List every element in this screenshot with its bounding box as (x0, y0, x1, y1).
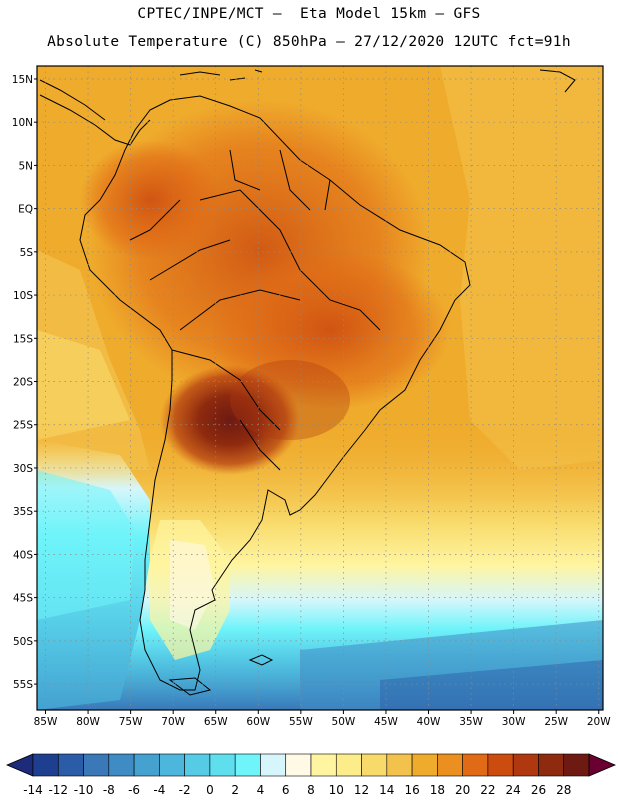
colorbar-label: 20 (455, 783, 470, 797)
lat-label: 10S (13, 290, 33, 302)
colorbar-low-arrow (5, 753, 34, 777)
colorbar-label: 18 (430, 783, 445, 797)
lon-label: 85W (34, 716, 58, 728)
colorbar-swatch (83, 753, 110, 777)
lat-label: 50S (13, 636, 33, 648)
lat-label: 5N (18, 160, 33, 172)
latitude-labels: 15N 10N 5N EQ 5S 10S 15S 20S 25S 30S 35S 40S 45S 50S 5… (12, 74, 37, 691)
lat-label: 15S (13, 333, 33, 345)
lat-label: EQ (18, 204, 33, 216)
lon-label: 40W (417, 716, 441, 728)
south-america-coast (79, 95, 471, 691)
lat-label: 45S (13, 593, 33, 605)
colorbar-swatch (133, 753, 160, 777)
lat-label: 15N (12, 74, 33, 86)
colorbar-label: -8 (103, 783, 115, 797)
colorbar-label: 22 (480, 783, 495, 797)
lon-label: 25W (544, 716, 568, 728)
lat-label: 40S (13, 549, 33, 561)
lat-label: 10N (12, 117, 33, 129)
colorbar-label: -6 (128, 783, 140, 797)
colorbar: -14 -12 -10 -8 -6 -4 -2 0 2 4 6 8 10 12 14 16 18 20 22 24 26… (5, 753, 617, 797)
colorbar-label: 26 (531, 783, 546, 797)
colorbar-label: -12 (48, 783, 68, 797)
lat-label: 25S (13, 420, 33, 432)
colorbar-label: 8 (307, 783, 315, 797)
colorbar-label: 4 (257, 783, 265, 797)
lon-label: 30W (502, 716, 526, 728)
colorbar-swatch (260, 753, 287, 777)
central-america-2 (39, 79, 106, 121)
colorbar-label: 16 (404, 783, 419, 797)
colorbar-label: 2 (231, 783, 239, 797)
colorbar-label: -4 (153, 783, 165, 797)
falklands (248, 654, 274, 666)
lon-label: 75W (119, 716, 143, 728)
lon-label: 70W (161, 716, 185, 728)
colorbar-swatch (310, 753, 337, 777)
lon-label: 45W (374, 716, 398, 728)
colorbar-swatch (512, 753, 539, 777)
colorbar-swatch (234, 753, 261, 777)
colorbar-label: 10 (329, 783, 344, 797)
colorbar-swatch (159, 753, 185, 777)
longitude-labels: 85W 80W 75W 70W 65W 60W 55W 50W 45W 40W 35W 30W 25W 2… (34, 710, 611, 728)
colorbar-swatch (108, 753, 135, 777)
lon-label: 65W (204, 716, 228, 728)
country-borders (129, 149, 381, 471)
lon-label: 55W (289, 716, 313, 728)
colorbar-swatch (209, 753, 236, 777)
lon-label: 50W (332, 716, 356, 728)
colorbar-swatch (386, 753, 413, 777)
colorbar-swatch (184, 753, 211, 777)
lon-label: 35W (459, 716, 483, 728)
colorbar-label: 12 (354, 783, 369, 797)
colorbar-high-arrow (588, 753, 617, 777)
colorbar-label: 14 (379, 783, 394, 797)
colorbar-swatch (32, 753, 59, 777)
colorbar-label: 6 (282, 783, 290, 797)
lat-label: 5S (20, 247, 34, 259)
lat-label: 55S (13, 679, 33, 691)
colorbar-swatch (437, 753, 463, 777)
caribbean-islands (179, 69, 576, 93)
colorbar-swatch (411, 753, 438, 777)
lat-label: 35S (13, 506, 33, 518)
colorbar-swatch (487, 753, 514, 777)
colorbar-label: -2 (179, 783, 191, 797)
lat-label: 30S (13, 463, 33, 475)
colorbar-label: 24 (506, 783, 521, 797)
coastlines (39, 69, 576, 696)
tierra-del-fuego (168, 677, 212, 696)
colorbar-swatch (361, 753, 388, 777)
central-america (39, 94, 151, 146)
lat-label: 20S (13, 377, 33, 389)
colorbar-label: 0 (206, 783, 214, 797)
colorbar-swatch (563, 753, 590, 777)
colorbar-label: 28 (556, 783, 571, 797)
colorbar-swatch (57, 753, 84, 777)
temperature-field (37, 66, 603, 710)
colorbar-swatch (285, 753, 312, 777)
lon-label: 20W (587, 716, 611, 728)
map-frame (36, 65, 604, 711)
colorbar-swatch (538, 753, 565, 777)
title-line-2: Absolute Temperature (C) 850hPa – 27/12/… (47, 34, 571, 50)
lon-label: 60W (246, 716, 270, 728)
lat-lon-grid (37, 66, 603, 710)
colorbar-swatch (462, 753, 489, 777)
colorbar-swatch (335, 753, 362, 777)
colorbar-label: -14 (23, 783, 43, 797)
colorbar-label: -10 (74, 783, 94, 797)
lon-label: 80W (76, 716, 100, 728)
title-line-1: CPTEC/INPE/MCT – Eta Model 15km – GFS (137, 6, 481, 22)
